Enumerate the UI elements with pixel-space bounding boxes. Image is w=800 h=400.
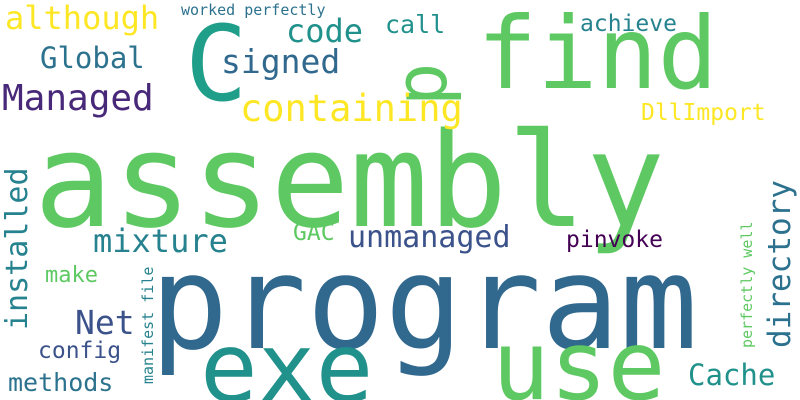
- word-find: find: [477, 0, 718, 112]
- word-config: config: [38, 338, 122, 364]
- word-achieve: achieve: [580, 11, 677, 37]
- word-although: although: [5, 0, 160, 37]
- word-global: Global: [40, 41, 145, 75]
- word-manifest-file: manifest file: [139, 266, 157, 384]
- word-exe: exe: [200, 312, 374, 400]
- word-cache: Cache: [688, 358, 776, 392]
- word-code: code: [286, 12, 364, 50]
- word-methods: methods: [8, 368, 114, 397]
- word-gac: GAC: [293, 220, 335, 246]
- word-make: make: [45, 263, 98, 288]
- word-call: call: [385, 10, 446, 39]
- word-mixture: mixture: [93, 222, 228, 260]
- word-assembly: assembly: [34, 104, 665, 257]
- word-perfectly-well: perfectly well: [738, 221, 756, 348]
- word-pinvoke: pinvoke: [566, 227, 663, 253]
- word-containing: containing: [240, 87, 463, 130]
- word-worked-perfectly: worked perfectly: [181, 1, 326, 19]
- word-signed: signed: [221, 42, 341, 81]
- word-managed: Managed: [2, 78, 154, 119]
- word-dllimport: DllImport: [641, 100, 766, 126]
- word-use: use: [492, 310, 666, 400]
- word-c: C: [185, 3, 248, 125]
- word-net: Net: [75, 303, 135, 342]
- word-program: program: [150, 227, 698, 379]
- word-directory: directory: [762, 180, 798, 348]
- word-installed: installed: [0, 167, 35, 330]
- word-unmanaged: unmanaged: [348, 220, 511, 255]
